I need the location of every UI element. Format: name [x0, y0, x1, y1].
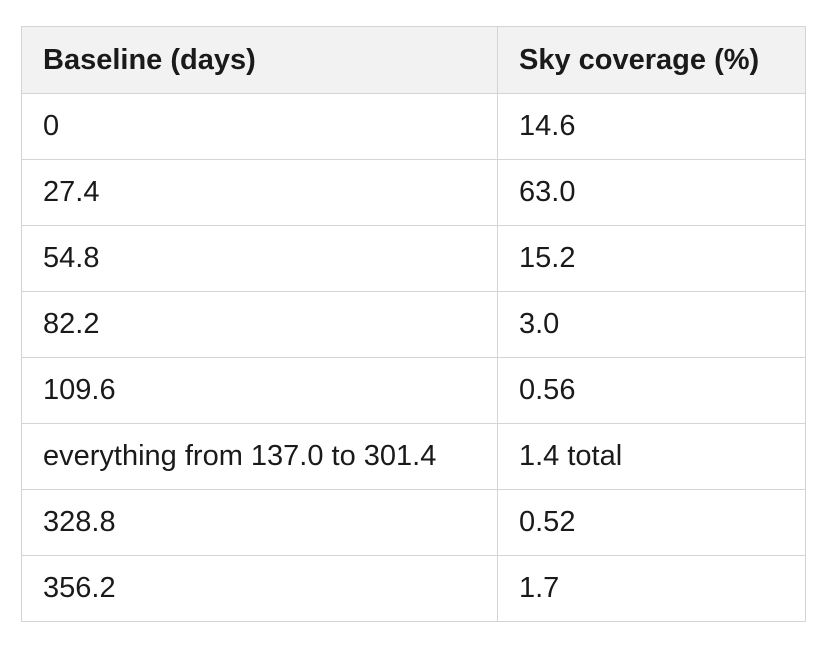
cell-sky-coverage: 15.2	[497, 225, 806, 292]
table-row: 27.4 63.0	[21, 159, 806, 226]
cell-sky-coverage: 1.7	[497, 555, 806, 622]
cell-baseline: 356.2	[21, 555, 498, 622]
cell-baseline: 27.4	[21, 159, 498, 226]
cell-baseline: 54.8	[21, 225, 498, 292]
data-table-container: Baseline (days) Sky coverage (%) 0 14.6 …	[21, 26, 806, 622]
cell-sky-coverage: 14.6	[497, 93, 806, 160]
header-sky-coverage: Sky coverage (%)	[497, 26, 806, 94]
cell-baseline: 0	[21, 93, 498, 160]
table-row: 0 14.6	[21, 93, 806, 160]
cell-sky-coverage: 1.4 total	[497, 423, 806, 490]
table-row: 54.8 15.2	[21, 225, 806, 292]
cell-baseline: 109.6	[21, 357, 498, 424]
cell-baseline: 82.2	[21, 291, 498, 358]
cell-baseline: everything from 137.0 to 301.4	[21, 423, 498, 490]
cell-sky-coverage: 0.56	[497, 357, 806, 424]
table-row: 82.2 3.0	[21, 291, 806, 358]
table-row: 356.2 1.7	[21, 555, 806, 622]
table-header-row: Baseline (days) Sky coverage (%)	[21, 26, 806, 94]
cell-sky-coverage: 0.52	[497, 489, 806, 556]
header-baseline: Baseline (days)	[21, 26, 498, 94]
table-row: 109.6 0.56	[21, 357, 806, 424]
table-row: 328.8 0.52	[21, 489, 806, 556]
cell-sky-coverage: 63.0	[497, 159, 806, 226]
cell-baseline: 328.8	[21, 489, 498, 556]
table-row: everything from 137.0 to 301.4 1.4 total	[21, 423, 806, 490]
cell-sky-coverage: 3.0	[497, 291, 806, 358]
baseline-sky-coverage-table: Baseline (days) Sky coverage (%) 0 14.6 …	[21, 26, 806, 622]
